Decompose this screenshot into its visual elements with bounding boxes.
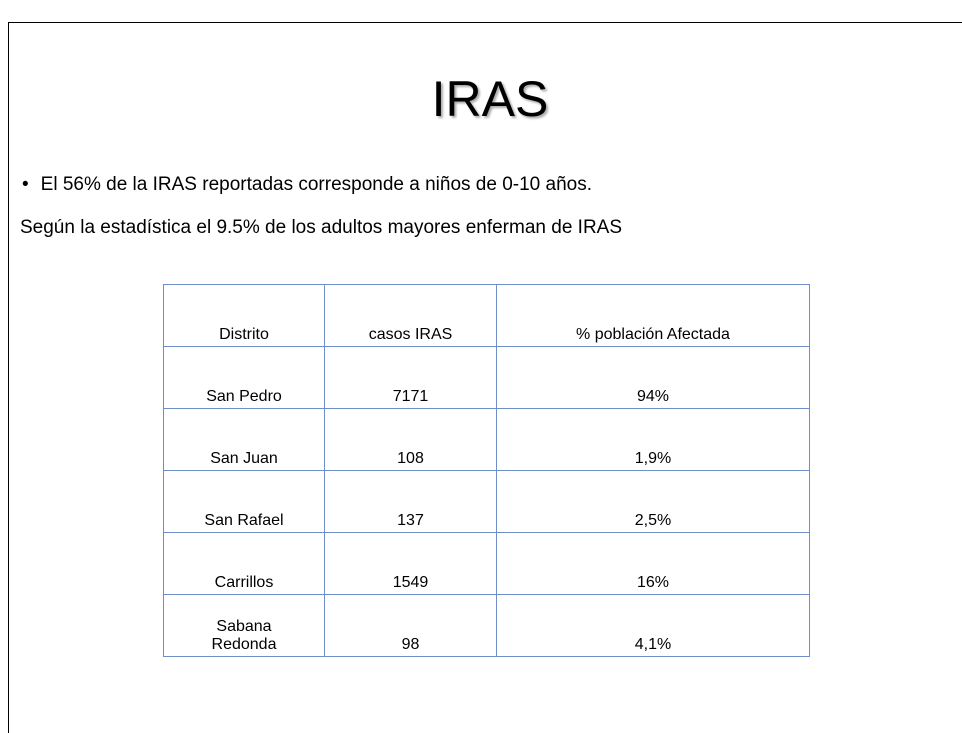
cell-text: 7171 xyxy=(392,388,429,405)
table-cell: % población Afectada xyxy=(496,284,810,347)
cell-text: San Pedro xyxy=(206,388,282,405)
cell-text: % población Afectada xyxy=(576,326,730,343)
table: Distrito casos IRAS % población Afectada Sa… xyxy=(163,284,810,657)
table-cell: 4,1% xyxy=(496,594,810,657)
table-row: Sabana Redonda 98 4,1% xyxy=(163,594,810,657)
table-cell: 108 xyxy=(324,408,497,471)
table-cell: 7171 xyxy=(324,346,497,409)
cell-text: 1,9% xyxy=(634,450,672,467)
table-row: San Juan 108 1,9% xyxy=(163,408,810,471)
cell-text: 137 xyxy=(397,512,424,529)
cell-text: 4,1% xyxy=(634,636,672,653)
table-cell: San Pedro xyxy=(163,346,325,409)
cell-text: 2,5% xyxy=(634,512,672,529)
table-cell: casos IRAS xyxy=(324,284,497,347)
slide-frame xyxy=(8,22,962,733)
title: IRAS xyxy=(431,71,549,127)
table-cell: 137 xyxy=(324,470,497,533)
cell-text: San Juan xyxy=(210,450,278,467)
table-row: Distrito casos IRAS % población Afectada xyxy=(163,284,810,347)
table-cell: 1549 xyxy=(324,532,497,595)
cell-text: 98 xyxy=(401,636,420,653)
cell-text: 16% xyxy=(636,574,670,591)
table-row: Carrillos 1549 16% xyxy=(163,532,810,595)
cell-text: San Rafael xyxy=(204,512,284,529)
table-cell: 94% xyxy=(496,346,810,409)
table-cell: San Juan xyxy=(163,408,325,471)
cell-text: casos IRAS xyxy=(368,326,453,343)
cell-text: 94% xyxy=(636,388,670,405)
bullet-text: El 56% de la IRAS reportadas corresponde… xyxy=(40,174,592,195)
table-cell: 98 xyxy=(324,594,497,657)
cell-text: 108 xyxy=(397,450,424,467)
table-cell: Sabana Redonda xyxy=(163,594,325,657)
cell-text: Distrito xyxy=(219,326,269,343)
table-cell: Distrito xyxy=(163,284,325,347)
table-cell: 16% xyxy=(496,532,810,595)
table-cell: Carrillos xyxy=(163,532,325,595)
bullet-item: • El 56% de la IRAS reportadas correspond… xyxy=(22,174,592,195)
cell-text: Carrillos xyxy=(214,574,274,591)
cell-text: Sabana Redonda xyxy=(211,618,277,653)
cell-text: 1549 xyxy=(392,574,429,591)
paragraph: Según la estadística el 9.5% de los adul… xyxy=(20,217,623,238)
table-cell: San Rafael xyxy=(163,470,325,533)
table-row: San Pedro 7171 94% xyxy=(163,346,810,409)
table-row: San Rafael 137 2,5% xyxy=(163,470,810,533)
table-cell: 2,5% xyxy=(496,470,810,533)
table-cell: 1,9% xyxy=(496,408,810,471)
